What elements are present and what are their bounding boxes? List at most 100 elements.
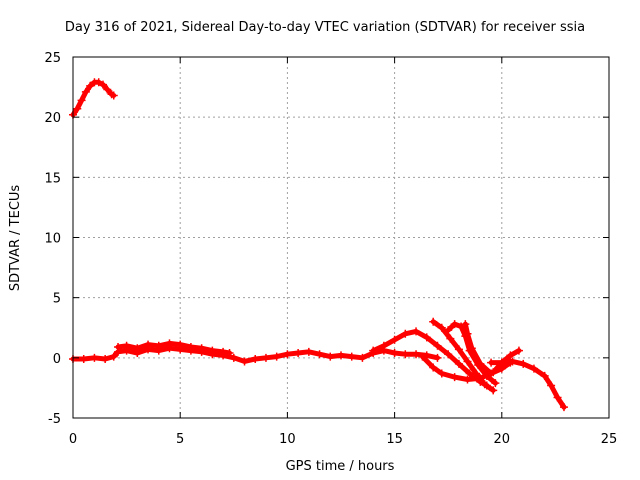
data-point — [165, 339, 174, 348]
data-point — [251, 355, 260, 364]
data-point — [433, 341, 442, 350]
data-point — [454, 359, 463, 368]
data-point — [122, 341, 131, 350]
data-point — [390, 349, 399, 358]
data-point — [144, 340, 153, 349]
data-point — [219, 347, 228, 356]
data-point — [337, 351, 345, 360]
data-point — [418, 352, 427, 361]
x-tick-label: 15 — [386, 432, 403, 447]
data-point — [429, 317, 438, 326]
data-point — [553, 393, 562, 402]
chart-title: Day 316 of 2021, Sidereal Day-to-day VTE… — [65, 20, 585, 35]
data-point — [559, 403, 568, 412]
data-point — [487, 358, 496, 367]
data-point — [489, 368, 498, 377]
series-arc-a — [430, 319, 496, 393]
data-point — [463, 329, 472, 338]
data-point — [412, 327, 421, 336]
y-tick-label: 0 — [53, 352, 61, 367]
data-point — [294, 349, 303, 358]
data-point — [540, 371, 549, 380]
data-point — [506, 351, 515, 360]
data-point — [73, 104, 82, 113]
data-point — [240, 357, 249, 366]
data-point — [103, 85, 112, 94]
data-point — [225, 349, 234, 358]
series-rising-arc — [370, 328, 490, 388]
axis-ticks: 0 5 10 15 20 25 -5 0 5 10 15 20 25 — [44, 51, 617, 447]
grid-lines — [73, 57, 609, 418]
data-point — [437, 369, 446, 378]
y-tick-label: 10 — [44, 232, 61, 247]
data-point — [272, 352, 281, 361]
data-point — [467, 344, 476, 353]
y-tick-label: 5 — [53, 292, 61, 307]
y-axis-label: SDTVAR / TECUs — [8, 185, 23, 292]
data-point — [379, 341, 388, 350]
data-point — [514, 346, 523, 355]
data-point — [422, 333, 431, 342]
data-point — [133, 344, 142, 353]
data-point — [497, 358, 506, 367]
data-point — [315, 350, 324, 359]
data-point — [401, 329, 410, 338]
y-tick-label: 20 — [44, 111, 61, 126]
x-tick-label: 5 — [176, 432, 184, 447]
data-point — [491, 379, 500, 388]
data-point — [369, 346, 378, 355]
data-point — [450, 320, 459, 329]
data-series — [69, 78, 568, 412]
data-point — [154, 341, 163, 350]
data-point — [90, 353, 99, 362]
x-axis-label: GPS time / hours — [286, 459, 395, 474]
x-tick-label: 0 — [69, 432, 77, 447]
y-tick-label: 15 — [44, 171, 61, 186]
data-point — [547, 381, 556, 390]
data-point — [480, 380, 489, 389]
data-point — [519, 359, 528, 368]
data-point — [461, 320, 470, 329]
data-point — [429, 363, 438, 372]
data-point — [412, 350, 421, 359]
data-point — [109, 352, 118, 361]
data-point — [186, 343, 195, 352]
data-point — [463, 375, 472, 384]
data-point — [401, 350, 410, 359]
y-tick-label: -5 — [48, 412, 61, 427]
data-point — [79, 355, 88, 364]
data-point — [347, 352, 356, 361]
x-tick-label: 10 — [279, 432, 296, 447]
data-point — [114, 343, 123, 352]
data-point — [197, 344, 206, 353]
data-point — [77, 96, 86, 105]
data-point — [81, 87, 90, 96]
y-tick-label: 25 — [44, 51, 61, 66]
x-tick-label: 20 — [494, 432, 511, 447]
data-point — [94, 78, 103, 87]
data-point — [283, 350, 292, 359]
data-point — [472, 369, 481, 378]
data-point — [476, 359, 485, 368]
data-point — [176, 340, 185, 349]
data-point — [463, 357, 472, 366]
data-point — [229, 353, 238, 362]
x-tick-label: 25 — [601, 432, 618, 447]
data-point — [86, 81, 95, 90]
data-point — [489, 386, 498, 395]
data-point — [433, 353, 442, 362]
data-point — [261, 353, 270, 362]
series-arc-d — [420, 348, 522, 382]
data-point — [529, 364, 538, 373]
data-point — [390, 335, 399, 344]
data-point — [444, 326, 453, 335]
data-point — [99, 80, 108, 89]
data-point — [476, 374, 485, 383]
data-point — [358, 353, 367, 362]
data-point — [450, 373, 459, 382]
data-point — [109, 91, 118, 100]
data-point — [446, 334, 455, 343]
data-point — [508, 357, 517, 366]
data-point — [101, 355, 110, 364]
